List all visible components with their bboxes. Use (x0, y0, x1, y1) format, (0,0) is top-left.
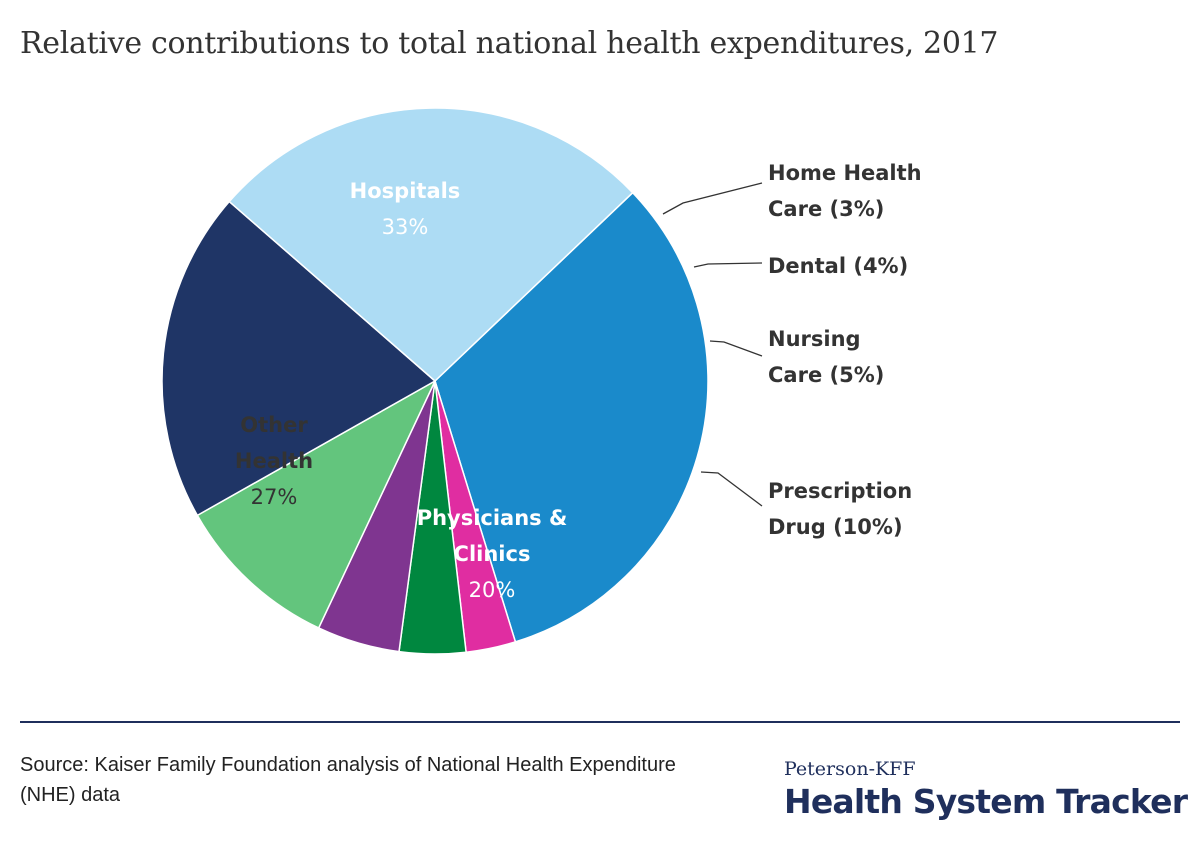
slice-label-line: Physicians & (417, 506, 568, 530)
slice-label-other-health: Other Health 27% (235, 413, 313, 509)
pie-slice-physicians-clinics (161, 200, 436, 517)
chart-title: Relative contributions to total national… (20, 26, 999, 61)
slice-label-dental: Dental (4%) (768, 254, 908, 278)
slice-percent-label: 27% (251, 485, 298, 509)
pie-chart: Hospitals 33% Home Health Care (3%) Dental (… (161, 107, 922, 655)
leader-lines (662, 182, 763, 507)
pie-slices (161, 107, 709, 655)
slice-label-line: Health (235, 449, 313, 473)
leader-line-home-health-care (662, 182, 763, 215)
leader-line-prescription-drug (700, 471, 763, 507)
slice-label-line: Drug (10%) (768, 515, 903, 539)
slice-label-line: Prescription (768, 479, 912, 503)
slice-label-line: Nursing (768, 327, 861, 351)
brand-name-large: Health System Tracker (784, 782, 1188, 821)
slice-label-line: Other (240, 413, 308, 437)
slice-label-line: Hospitals (350, 179, 461, 203)
pie-slice-hospitals (434, 191, 709, 643)
slice-labels: Hospitals 33% Home Health Care (3%) Dental (… (235, 161, 922, 602)
slice-label-hospitals: Hospitals 33% (350, 179, 461, 239)
pie-slice-other-health (228, 107, 634, 382)
slice-label-prescription-drug: Prescription Drug (10%) (768, 479, 912, 539)
source-note: Source: Kaiser Family Foundation analysi… (20, 754, 676, 806)
pie-slice-prescription-drug (196, 380, 436, 629)
slice-label-nursing-care: Nursing Care (5%) (768, 327, 884, 387)
slice-label-line: Clinics (454, 542, 531, 566)
leader-line-nursing-care (709, 340, 763, 357)
slice-label-physicians-clinics: Physicians & Clinics 20% (417, 506, 568, 602)
slice-label-line: Care (3%) (768, 197, 884, 221)
brand-name-small: Peterson-KFF (784, 758, 916, 780)
slice-label-line: Dental (4%) (768, 254, 908, 278)
slice-percent-label: 33% (382, 215, 429, 239)
slice-percent-label: 20% (469, 578, 516, 602)
footer-divider (20, 721, 1180, 723)
leader-line-dental (693, 262, 763, 268)
slice-label-line: Home Health (768, 161, 922, 185)
slice-label-line: Care (5%) (768, 363, 884, 387)
brand-logo: Peterson-KFF Health System Tracker (784, 758, 1188, 822)
slice-label-home-health-care: Home Health Care (3%) (768, 161, 922, 221)
